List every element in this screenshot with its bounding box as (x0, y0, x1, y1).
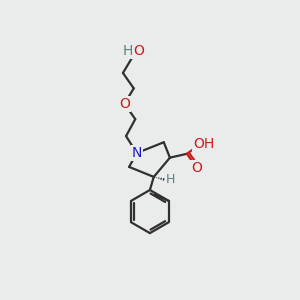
Text: H: H (123, 44, 133, 58)
Text: O: O (191, 161, 202, 176)
Text: O: O (119, 97, 130, 111)
Text: H: H (166, 173, 175, 187)
Text: OH: OH (193, 137, 214, 151)
Text: O: O (133, 44, 144, 58)
Text: N: N (132, 146, 142, 160)
